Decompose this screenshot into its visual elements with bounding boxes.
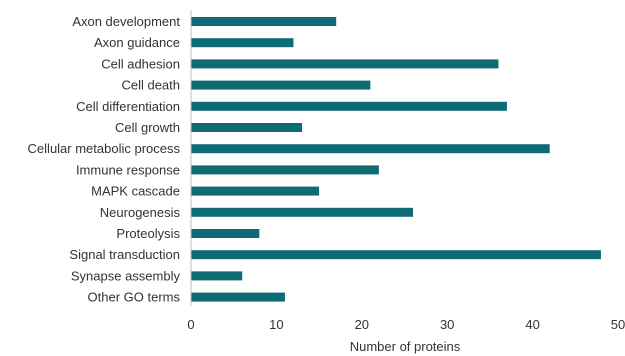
category-label: Proteolysis <box>116 226 180 241</box>
bar <box>191 250 601 260</box>
x-tick-label: 50 <box>611 317 625 332</box>
x-axis-title: Number of proteins <box>350 339 461 354</box>
category-label: Axon development <box>72 14 180 29</box>
bar <box>191 186 320 196</box>
category-label: Neurogenesis <box>100 205 181 220</box>
category-label: Signal transduction <box>69 247 180 262</box>
category-label: Cellular metabolic process <box>28 141 181 156</box>
bar <box>191 123 303 132</box>
bars-group <box>191 17 601 302</box>
x-tick-label: 0 <box>187 317 194 332</box>
bar <box>191 80 371 90</box>
bar <box>191 229 260 238</box>
category-labels: Axon development Axon guidance Cell adhesi… <box>28 14 181 305</box>
x-tick-label: 40 <box>525 317 539 332</box>
bar <box>191 207 414 217</box>
bar <box>191 38 294 48</box>
category-label: Cell death <box>121 78 180 93</box>
bar <box>191 17 337 26</box>
category-label: Cell differentiation <box>76 99 180 114</box>
category-label: Synapse assembly <box>71 268 181 283</box>
x-tick-label: 20 <box>355 317 369 332</box>
category-label: MAPK cascade <box>91 184 180 199</box>
category-label: Other GO terms <box>88 290 181 305</box>
bar <box>191 271 243 281</box>
bar <box>191 101 507 111</box>
category-label: Cell growth <box>115 120 180 135</box>
bar <box>191 292 285 302</box>
bar <box>191 59 499 69</box>
x-tick-label: 30 <box>440 317 454 332</box>
x-tick-labels: 0 10 20 30 40 50 <box>187 317 625 332</box>
bar <box>191 144 550 154</box>
bar <box>191 165 379 175</box>
category-label: Axon guidance <box>94 35 180 50</box>
category-label: Cell adhesion <box>101 56 180 71</box>
category-label: Immune response <box>76 162 180 177</box>
x-tick-label: 10 <box>269 317 283 332</box>
